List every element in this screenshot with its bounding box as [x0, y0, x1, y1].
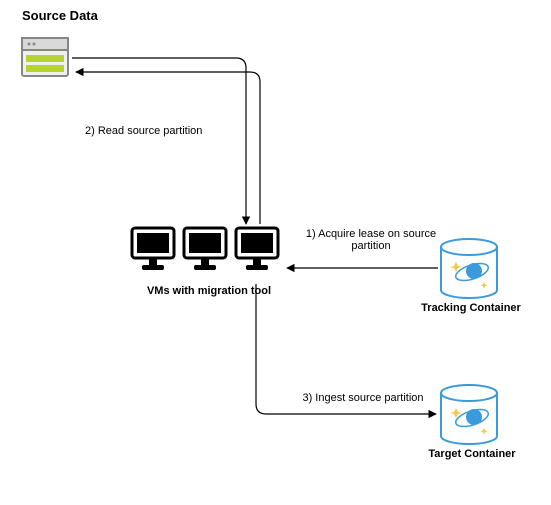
target-container-caption: Target Container	[422, 448, 522, 460]
edge-ingest-label: 3) Ingest source partition	[288, 392, 438, 404]
tracking-container-icon	[441, 239, 497, 298]
vms-icon	[132, 228, 278, 270]
target-container-icon	[441, 385, 497, 444]
source-data-icon	[22, 38, 68, 76]
edge-read-source-label: 2) Read source partition	[85, 125, 245, 137]
diagram-canvas	[0, 0, 551, 505]
source-data-title: Source Data	[22, 8, 98, 23]
tracking-container-caption: Tracking Container	[416, 302, 526, 314]
edge-read-source-down	[72, 58, 246, 224]
edge-acquire-lease-label-line1: 1) Acquire lease on source	[306, 228, 436, 240]
edge-read-source-up	[76, 72, 260, 224]
vms-caption: VMs with migration tool	[134, 285, 284, 297]
edge-acquire-lease-label: 1) Acquire lease on source partition	[296, 228, 446, 252]
edge-acquire-lease-label-line2: partition	[351, 240, 390, 252]
